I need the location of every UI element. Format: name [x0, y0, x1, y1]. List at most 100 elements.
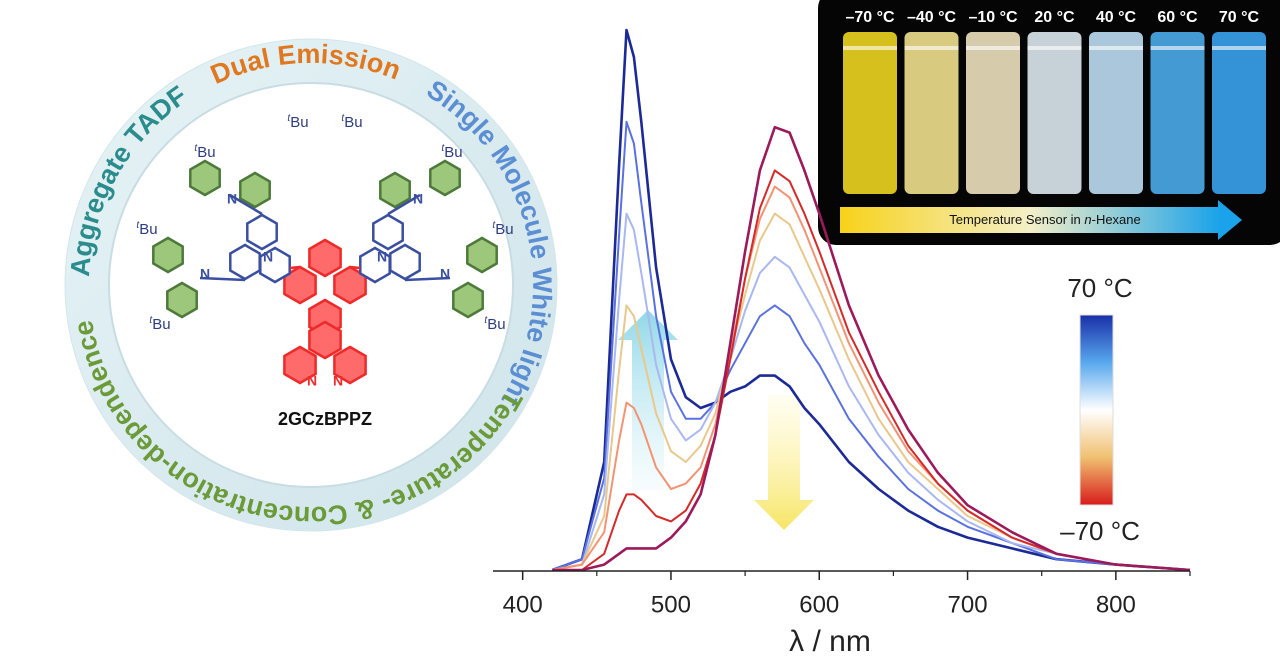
vial-cap-line [966, 46, 1020, 50]
temperature-label: 40 °C [1096, 9, 1137, 26]
substituent-bu: Bu [139, 221, 157, 238]
substituent-label: tBu [484, 315, 505, 333]
substituent-label: tBu [287, 113, 308, 131]
substituent-t: t [149, 315, 153, 326]
photo-inset: Temperature Sensor in n-Hexane –70 °C –40… [818, 0, 1280, 245]
spectrum-line [552, 212, 1191, 571]
x-axis-label: λ / nm [789, 625, 871, 658]
ring-hexagon [152, 236, 184, 274]
spectrum-line [552, 169, 1191, 571]
substituent-label: tBu [341, 113, 362, 131]
bond [229, 193, 263, 216]
molecule-name: 2GCzBPPZ [278, 409, 372, 429]
bond [387, 193, 421, 216]
ring-hexagon [379, 171, 411, 209]
bond [289, 265, 301, 270]
bond [404, 276, 451, 282]
ring-hexagon [246, 213, 278, 251]
vial [966, 32, 1020, 194]
substituent-t: t [194, 143, 198, 154]
x-tick-label: 600 [799, 591, 839, 618]
substituent-label: tBu [194, 143, 215, 161]
bond [349, 265, 361, 270]
substituent-bu: Bu [197, 144, 215, 161]
x-tick-label: 800 [1096, 591, 1136, 618]
colorbar-label: –70 °C [1060, 516, 1140, 546]
vial [843, 32, 897, 194]
caption: Temperature Sensor in n-Hexane [949, 212, 1141, 227]
vial-cap-line [1212, 46, 1266, 50]
substituent-bu: Bu [152, 316, 170, 333]
atom-label: N [227, 191, 237, 207]
substituent-t: t [341, 113, 345, 124]
vial [1212, 32, 1266, 194]
substituent-bu: Bu [444, 144, 462, 161]
temperature-label: –40 °C [907, 9, 957, 26]
atom-label: N [200, 266, 210, 282]
spectrum-line [552, 212, 1191, 571]
spectrum-line [551, 120, 1191, 571]
ring-hexagon [452, 281, 484, 319]
vial-cap-line [904, 46, 959, 50]
temperature-label: 20 °C [1034, 9, 1075, 26]
vial [1027, 32, 1082, 194]
caption-part: n [1084, 212, 1091, 227]
ring-hexagon [389, 243, 421, 281]
arrow-down [754, 395, 814, 530]
x-tick-label: 700 [948, 591, 988, 618]
temperature-label: –10 °C [968, 9, 1018, 26]
ring-hexagon [166, 281, 198, 319]
substituent-t: t [484, 315, 488, 326]
atom-label: N [263, 249, 273, 265]
substituent-label: tBu [136, 220, 157, 238]
substituent-bu: Bu [487, 316, 505, 333]
atom-label: N [413, 191, 423, 207]
ring-hexagon [372, 213, 404, 251]
ring-hexagon [333, 345, 367, 385]
arrow-up [618, 310, 678, 490]
atom-label: N [377, 249, 387, 265]
vial-cap-line [1027, 46, 1082, 50]
vial [1150, 32, 1205, 194]
caption-arrowhead [1218, 200, 1242, 240]
vial-cap-line [1150, 46, 1205, 50]
caption-part: Temperature Sensor in [949, 212, 1084, 227]
vial-cap-line [1089, 46, 1143, 50]
substituent-bu: Bu [290, 114, 308, 131]
temperature-label: –70 °C [845, 9, 895, 26]
ring-hexagon [283, 345, 317, 385]
ring-hexagon [429, 159, 461, 197]
ring-hexagon [466, 236, 498, 274]
colorbar-label: 70 °C [1067, 273, 1132, 303]
x-tick-label: 400 [503, 591, 543, 618]
temperature-label: 70 °C [1219, 9, 1260, 26]
ring-hexagon [239, 171, 271, 209]
spectrum-line [552, 125, 1191, 572]
plot: 400 500 600 700 800 [493, 28, 1191, 618]
substituent-bu: Bu [495, 221, 513, 238]
caption-part: -Hexane [1092, 212, 1141, 227]
ring-hexagon [229, 243, 261, 281]
spectrum-line [551, 28, 1191, 572]
substituent-label: tBu [149, 315, 170, 333]
substituent-label: tBu [492, 220, 513, 238]
caption-bar [840, 207, 1220, 233]
ring-hexagon [189, 159, 221, 197]
substituent-t: t [136, 220, 140, 231]
substituent-t: t [492, 220, 496, 231]
ring-hexagon [308, 238, 342, 278]
vial-cap-line [843, 46, 897, 50]
vial [1089, 32, 1143, 194]
ring-hexagon [308, 320, 342, 360]
substituent-t: t [441, 143, 445, 154]
atom-label: N [307, 373, 317, 389]
substituent-t: t [287, 113, 291, 124]
substituent-bu: Bu [344, 114, 362, 131]
colorbar [1079, 314, 1114, 506]
temperature-label: 60 °C [1157, 9, 1198, 26]
atom-label: N [333, 373, 343, 389]
vial [904, 32, 959, 194]
x-tick-label: 500 [651, 591, 691, 618]
